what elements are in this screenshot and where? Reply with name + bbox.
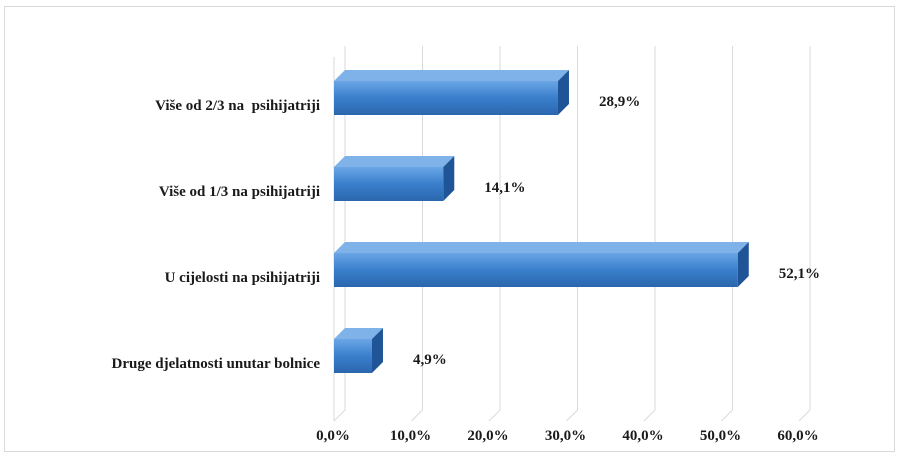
bar-top-2 (334, 242, 749, 253)
gridline-floor-2 (488, 409, 501, 422)
bars (334, 70, 749, 373)
bar-3 (334, 328, 383, 373)
bar-top-0 (334, 70, 569, 81)
x-tick-label-4: 40,0% (622, 428, 663, 444)
bar-side-3 (371, 328, 383, 373)
bar-2 (334, 242, 749, 287)
gridline-floor-4 (643, 409, 656, 422)
value-label-0: 28,9% (599, 94, 640, 110)
bar-side-2 (737, 242, 749, 287)
category-label-0: Više od 2/3 na psihijatriji (155, 98, 320, 114)
gridline-floor-3 (566, 409, 578, 422)
bar-front-3 (334, 339, 372, 373)
bar-1 (334, 156, 455, 201)
bar-front-2 (334, 253, 738, 287)
bar-front-1 (334, 167, 444, 201)
category-label-3: Druge djelatnosti unutar bolnice (112, 356, 321, 372)
category-label-1: Više od 1/3 na psihijatriji (159, 184, 320, 200)
x-tick-label-0: 0,0% (316, 428, 350, 444)
bar-top-3 (334, 328, 383, 339)
value-label-3: 4,9% (413, 352, 447, 368)
bar-side-0 (557, 70, 569, 115)
labels: Više od 2/3 na psihijatriji Više od 1/3 n… (112, 94, 821, 444)
x-tick-label-5: 50,0% (700, 428, 741, 444)
gridline-floor-1 (411, 409, 423, 422)
category-label-2: U cijelosti na psihijatriji (165, 270, 320, 286)
x-tick-label-3: 30,0% (545, 428, 586, 444)
value-label-1: 14,1% (484, 180, 525, 196)
bar-0 (334, 70, 569, 115)
bar-side-1 (443, 156, 455, 201)
bar-front-0 (334, 81, 558, 115)
gridline-floor-6 (798, 409, 811, 422)
x-tick-label-1: 10,0% (390, 428, 431, 444)
bar-top-1 (334, 156, 455, 167)
gridline-floor-0 (333, 409, 346, 422)
value-label-2: 52,1% (779, 266, 820, 282)
x-tick-label-6: 60,0% (777, 428, 818, 444)
gridline-floor-5 (721, 409, 733, 422)
x-tick-label-2: 20,0% (467, 428, 508, 444)
